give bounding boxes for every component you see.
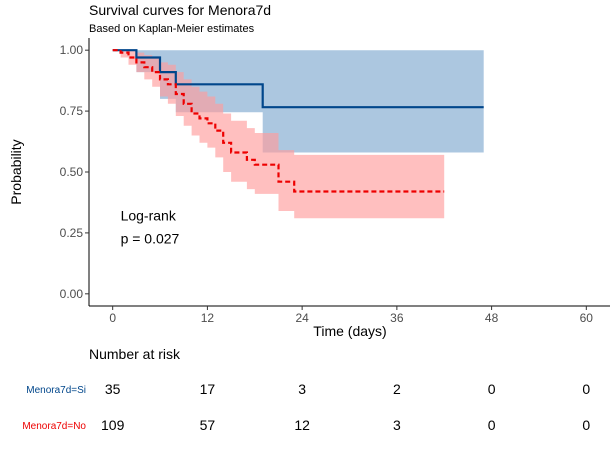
confidence-band-si bbox=[112, 50, 484, 153]
chart-title: Survival curves for Menora7d bbox=[89, 2, 271, 18]
risk-cell: 0 bbox=[582, 381, 590, 397]
risk-cell: 12 bbox=[294, 417, 310, 433]
x-tick-label: 48 bbox=[485, 311, 499, 325]
survival-curve-no bbox=[112, 49, 445, 193]
risk-cell: 0 bbox=[582, 417, 590, 433]
logrank-label: Log-rank bbox=[121, 208, 177, 224]
risk-table-title: Number at risk bbox=[89, 346, 181, 362]
axes: 0.00 0.25 0.50 0.75 1.00 0 12 24 36 48 60 bbox=[60, 38, 610, 325]
survival-curves bbox=[112, 49, 484, 193]
confidence-bands bbox=[112, 50, 484, 219]
y-tick-label: 0.25 bbox=[60, 226, 84, 240]
y-tick-label: 0.00 bbox=[60, 287, 84, 301]
x-tick-label: 12 bbox=[201, 311, 215, 325]
y-tick-label: 1.00 bbox=[60, 43, 84, 57]
risk-cell: 109 bbox=[101, 417, 125, 433]
risk-cell: 3 bbox=[393, 417, 401, 433]
risk-row-label: Menora7d=Si bbox=[26, 385, 86, 396]
risk-row-label: Menora7d=No bbox=[22, 421, 86, 432]
x-tick-label: 0 bbox=[109, 311, 116, 325]
risk-cell: 35 bbox=[105, 381, 121, 397]
risk-cell: 0 bbox=[488, 417, 496, 433]
chart-subtitle: Based on Kaplan-Meier estimates bbox=[89, 23, 255, 35]
survival-curve-si bbox=[112, 49, 484, 109]
plot-area: 0.00 0.25 0.50 0.75 1.00 0 12 24 36 48 60 bbox=[60, 38, 610, 325]
x-tick-label: 36 bbox=[390, 311, 404, 325]
x-axis-label: Time (days) bbox=[313, 323, 386, 339]
risk-cell: 2 bbox=[393, 381, 401, 397]
risk-cell: 57 bbox=[200, 417, 216, 433]
y-tick-label: 0.50 bbox=[60, 165, 84, 179]
x-tick-label: 60 bbox=[580, 311, 594, 325]
confidence-band-no bbox=[112, 50, 445, 219]
y-axis-label: Probability bbox=[8, 139, 24, 204]
risk-table: Menora7d=Si 35 17 3 2 0 0 Menora7d=No 109 57 12 3 0 0 bbox=[22, 381, 590, 433]
logrank-pvalue: p = 0.027 bbox=[121, 231, 180, 247]
risk-cell: 17 bbox=[200, 381, 216, 397]
risk-cell: 0 bbox=[488, 381, 496, 397]
risk-cell: 3 bbox=[298, 381, 306, 397]
x-tick-label: 24 bbox=[295, 311, 309, 325]
y-tick-label: 0.75 bbox=[60, 104, 84, 118]
